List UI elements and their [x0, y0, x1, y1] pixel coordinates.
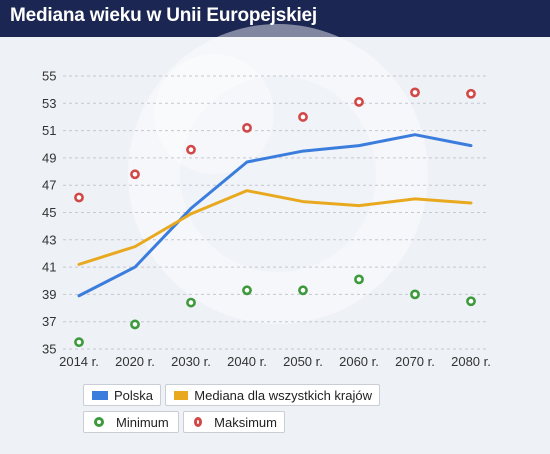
x-tick-label: 2020 r.: [115, 354, 155, 369]
y-tick-label: 35: [42, 342, 56, 357]
x-tick-label: 2060 r.: [339, 354, 379, 369]
legend-label-polska: Polska: [113, 387, 153, 403]
series-line-polska: [77, 133, 473, 298]
point-minimum: [298, 285, 308, 296]
y-tick-label: 47: [42, 178, 56, 193]
legend-label-minimum: Minimum: [116, 414, 169, 430]
series-line-mediana: [77, 189, 473, 266]
y-tick-label: 41: [42, 260, 56, 275]
y-tick-label: 37: [42, 314, 56, 329]
point-maksimum: [130, 169, 140, 180]
point-maksimum: [466, 88, 476, 99]
point-maksimum: [298, 112, 308, 122]
y-tick-label: 43: [42, 232, 56, 247]
legend-swatch-maksimum: [194, 417, 203, 427]
y-tick-label: 55: [42, 69, 56, 84]
y-tick-label: 53: [42, 96, 56, 111]
x-tick-label: 2030 r.: [171, 354, 211, 369]
y-tick-label: 49: [42, 150, 56, 165]
point-minimum: [242, 285, 252, 296]
y-tick-label: 51: [42, 123, 56, 138]
point-minimum: [354, 274, 364, 285]
point-minimum: [130, 319, 140, 330]
point-minimum: [186, 297, 196, 308]
chart-title: Mediana wieku w Unii Europejskiej: [10, 5, 317, 26]
point-maksimum: [410, 87, 420, 98]
point-minimum: [410, 289, 420, 300]
legend-label-mediana: Mediana dla wszystkich krajów: [194, 387, 372, 403]
legend-label-maksimum: Maksimum: [214, 414, 277, 430]
y-tick-label: 39: [42, 287, 56, 302]
legend-swatch-mediana: [174, 390, 189, 400]
legend-item-minimum[interactable]: Minimum: [83, 411, 179, 433]
legend-item-maksimum[interactable]: Maksimum: [183, 411, 285, 433]
legend-swatch-polska: [92, 390, 108, 400]
point-maksimum: [242, 122, 252, 133]
x-tick-label: 2040 r.: [227, 354, 267, 369]
legend-swatch-minimum: [94, 417, 104, 427]
line-chart: 35 37 39 41 43 45 47 49 51 53 55 2014 r. 2020 r. 2030…: [42, 69, 491, 370]
point-minimum: [74, 337, 84, 348]
point-maksimum: [74, 192, 84, 203]
header-bar: Mediana wieku w Unii Europejskiej: [0, 0, 550, 37]
point-minimum: [466, 296, 476, 307]
legend-item-polska[interactable]: Polska: [83, 384, 161, 406]
x-tick-label: 2050 r.: [283, 354, 323, 369]
point-maksimum: [354, 97, 364, 107]
x-tick-label: 2070 r.: [395, 354, 435, 369]
legend-item-mediana[interactable]: Mediana dla wszystkich krajów: [165, 384, 380, 406]
point-maksimum: [186, 144, 196, 155]
y-tick-label: 45: [42, 205, 56, 220]
x-tick-label: 2014 r.: [59, 354, 99, 369]
x-tick-label: 2080 r.: [451, 354, 491, 369]
